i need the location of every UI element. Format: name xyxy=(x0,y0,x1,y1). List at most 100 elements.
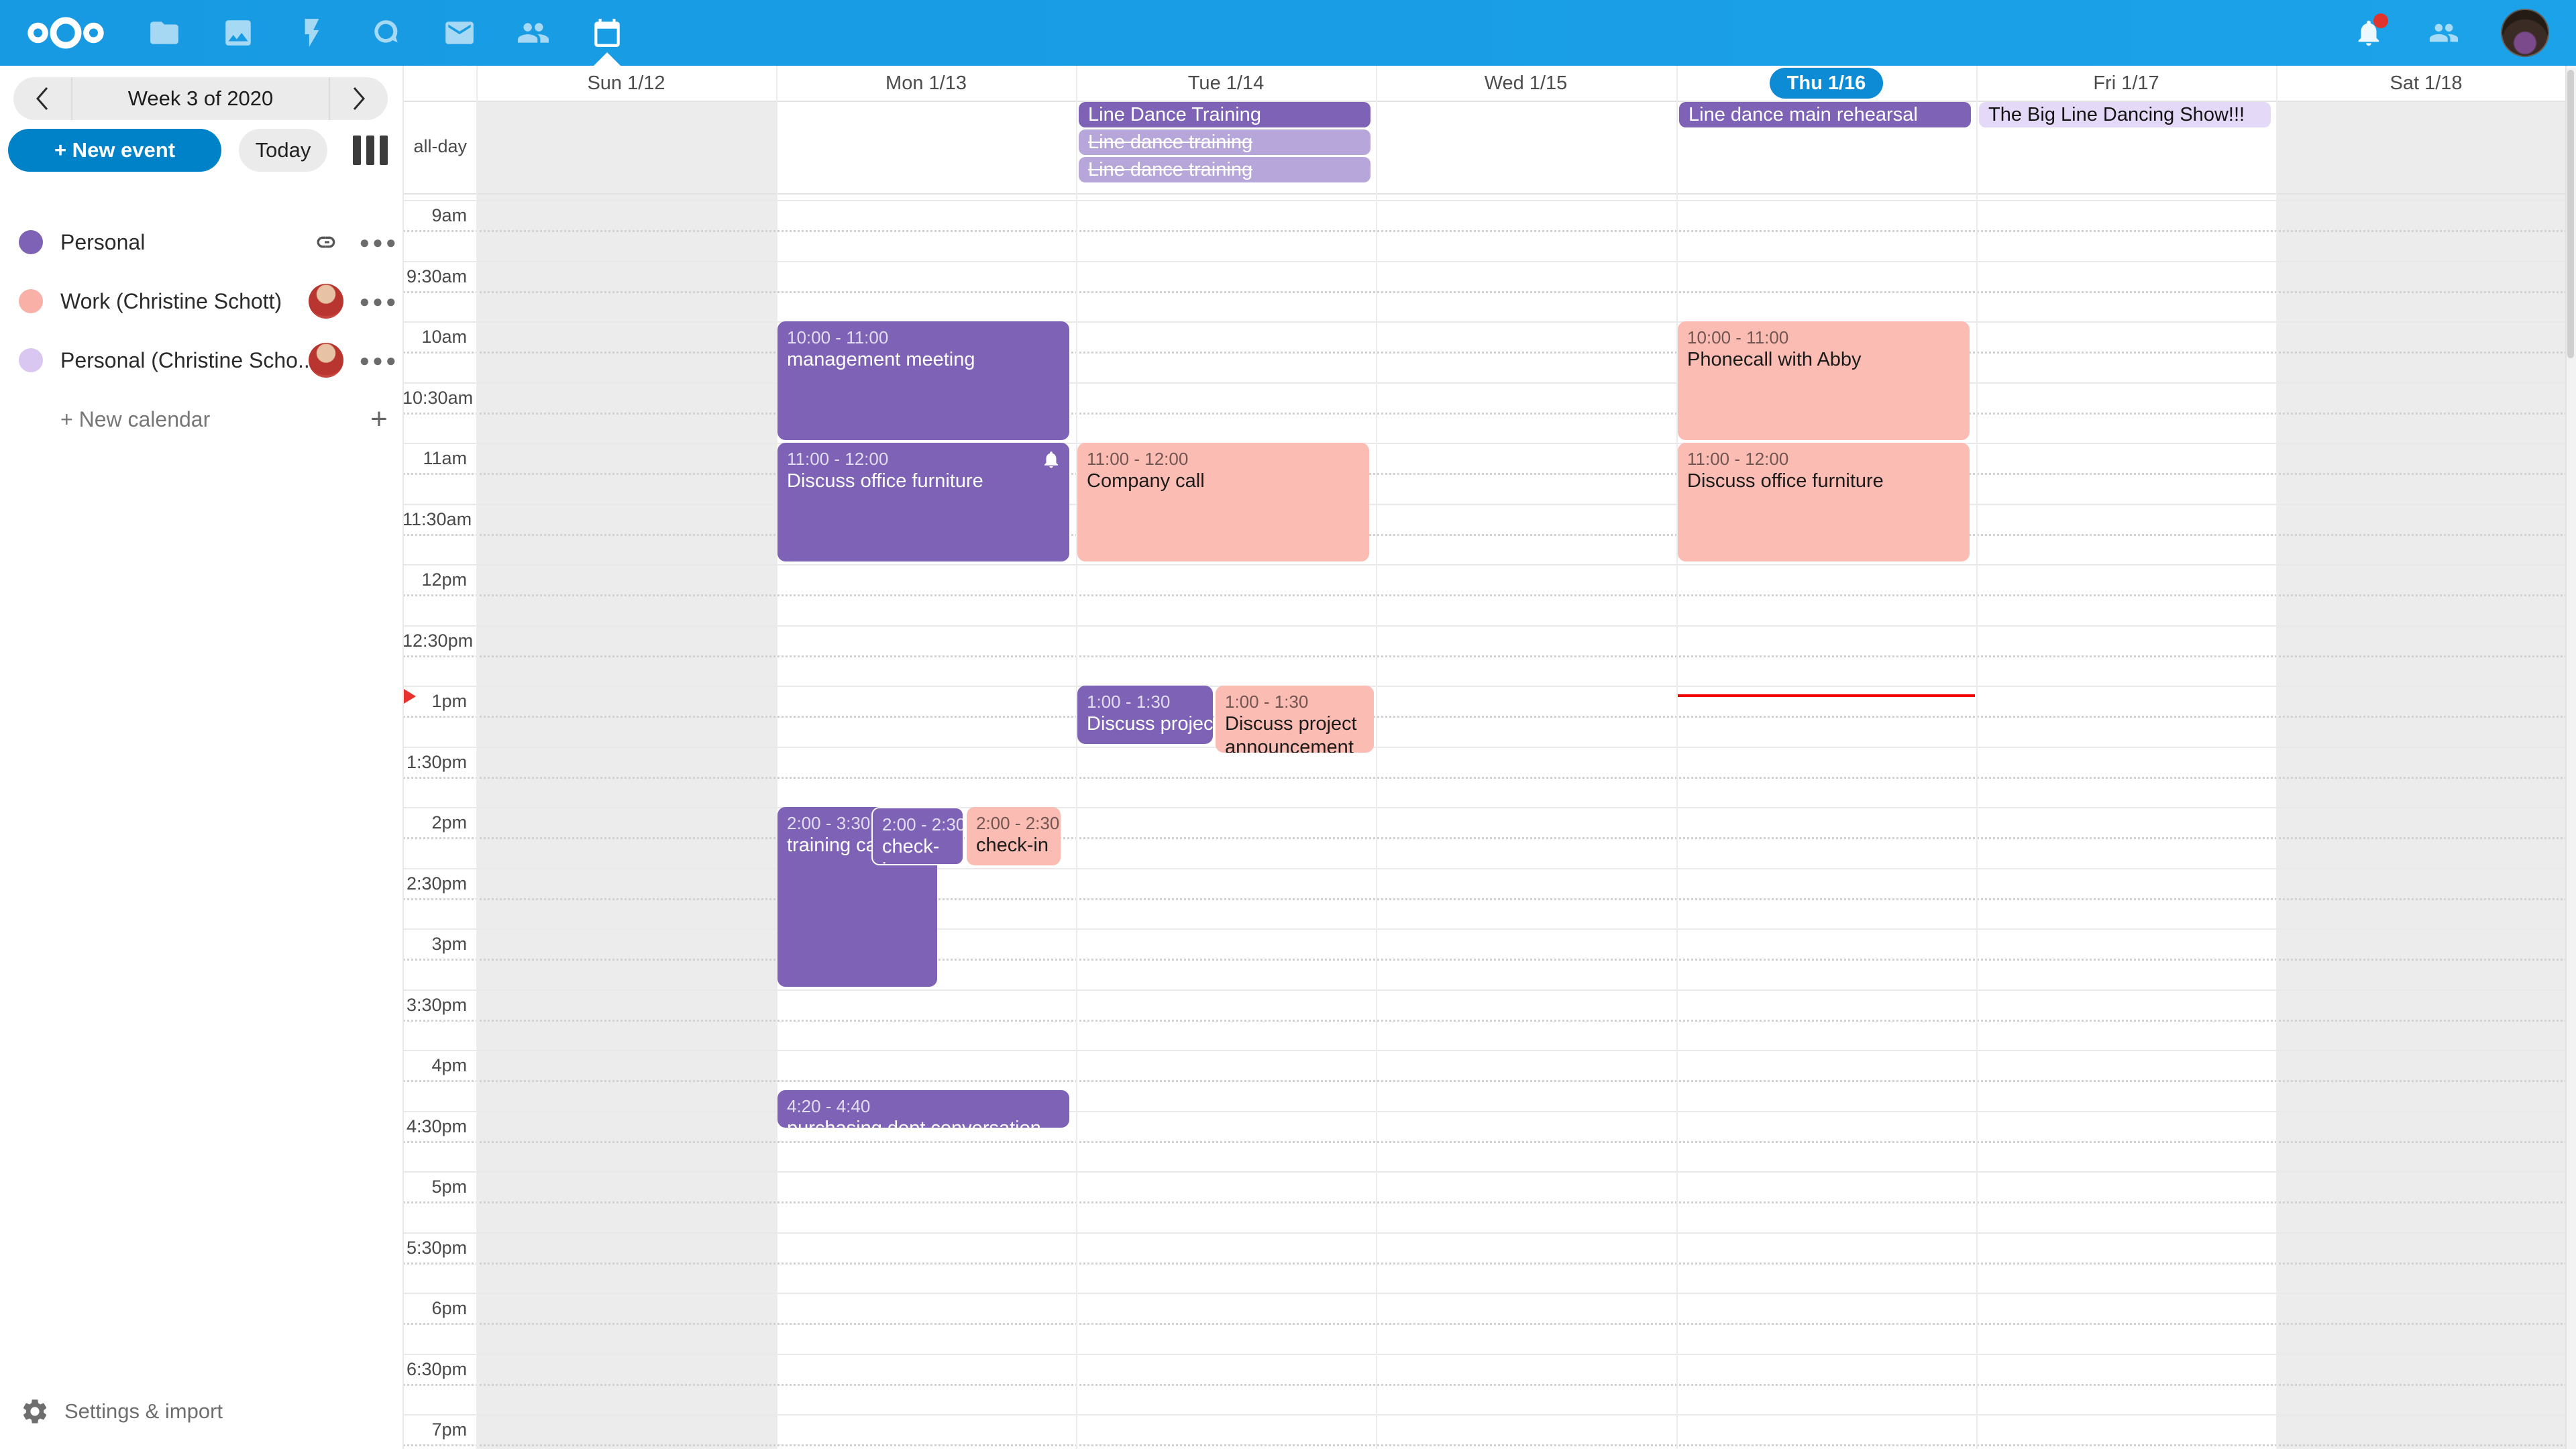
view-toggle-icon[interactable] xyxy=(353,136,388,165)
all-day-event[interactable]: Line dance training xyxy=(1079,157,1371,182)
event-title: purchasing dept conversation xyxy=(787,1117,1060,1128)
week-picker[interactable]: Week 3 of 2020 xyxy=(71,77,330,120)
day-column[interactable] xyxy=(1376,200,1676,1449)
time-label: 12:30pm xyxy=(402,631,474,651)
calendar-list-item[interactable]: Personal ●●● xyxy=(0,213,402,272)
mail-icon[interactable] xyxy=(441,15,478,51)
day-header-thu[interactable]: Thu 1/16 xyxy=(1676,66,1976,101)
column-divider xyxy=(776,66,777,1449)
event-title: Discuss office furniture xyxy=(787,470,983,492)
calendar-color-dot[interactable] xyxy=(19,289,43,313)
day-header-wed[interactable]: Wed 1/15 xyxy=(1484,72,1568,94)
all-day-event[interactable]: Line dance main rehearsal xyxy=(1679,102,1971,127)
time-label: 5pm xyxy=(431,1177,467,1197)
new-calendar-button[interactable]: + New calendar + xyxy=(0,390,402,449)
time-label: 10:30am xyxy=(402,388,474,408)
talk-icon[interactable] xyxy=(368,15,404,51)
event-purchasing-dept-conversation[interactable]: 4:20 - 4:40purchasing dept conversation xyxy=(777,1090,1069,1128)
quarterhour-line xyxy=(402,352,2576,354)
calendar-color-dot[interactable] xyxy=(19,348,43,372)
day-column[interactable] xyxy=(476,200,776,1449)
all-day-event[interactable]: Line Dance Training xyxy=(1079,102,1371,127)
event-management-meeting[interactable]: 10:00 - 11:00 management meeting xyxy=(777,321,1069,440)
halfhour-line xyxy=(402,321,2576,323)
files-icon[interactable] xyxy=(146,15,182,51)
event-discuss-office-furniture[interactable]: 11:00 - 12:00 Discuss office furniture xyxy=(1678,443,1970,561)
day-column[interactable] xyxy=(2276,200,2576,1449)
quarterhour-line xyxy=(402,291,2576,293)
new-event-button[interactable]: + New event xyxy=(8,129,221,172)
gear-icon xyxy=(23,1399,47,1424)
column-divider xyxy=(476,66,478,1449)
halfhour-line xyxy=(402,1354,2576,1355)
day-header-mon[interactable]: Mon 1/13 xyxy=(885,72,967,94)
event-title: Discuss project announcement xyxy=(1225,713,1357,753)
notifications-bell-icon[interactable] xyxy=(2351,13,2388,51)
activity-icon[interactable] xyxy=(294,15,330,51)
halfhour-line xyxy=(402,625,2576,627)
event-phonecall-with-abby[interactable]: 10:00 - 11:00 Phonecall with Abby xyxy=(1678,321,1970,440)
quarterhour-line xyxy=(402,777,2576,779)
day-header-tue[interactable]: Tue 1/14 xyxy=(1187,72,1265,94)
calendar-list-item[interactable]: Work (Christine Schott) ●●● xyxy=(0,272,402,331)
halfhour-line xyxy=(402,747,2576,748)
contacts-icon[interactable] xyxy=(515,15,551,51)
scrollbar-thumb[interactable] xyxy=(2567,70,2574,358)
photos-icon[interactable] xyxy=(220,15,256,51)
today-button[interactable]: Today xyxy=(239,129,327,172)
day-header-fri[interactable]: Fri 1/17 xyxy=(2093,72,2159,94)
share-link-icon[interactable] xyxy=(309,225,343,260)
halfhour-line xyxy=(402,1293,2576,1294)
next-week-button[interactable] xyxy=(330,77,388,120)
event-time: 11:00 - 12:00 xyxy=(787,449,889,469)
column-divider xyxy=(1376,66,1377,1449)
time-label: 12pm xyxy=(421,570,467,590)
column-divider xyxy=(1676,66,1678,1449)
today-pill: Thu 1/16 xyxy=(1769,68,1884,99)
event-title: check-in xyxy=(976,835,1049,856)
calendar-list-item[interactable]: Personal (Christine Scho... ●●● xyxy=(0,331,402,390)
notification-dot xyxy=(2373,13,2388,28)
quarterhour-line xyxy=(402,716,2576,718)
time-label: 6:30pm xyxy=(406,1359,467,1379)
event-title: Company call xyxy=(1087,470,1205,492)
calendar-actions-menu-icon[interactable]: ●●● xyxy=(359,290,399,311)
halfhour-line xyxy=(402,504,2576,505)
contacts-menu-icon[interactable] xyxy=(2426,15,2462,51)
event-discuss-office-furniture[interactable]: 11:00 - 12:00 Discuss office furniture xyxy=(777,443,1069,561)
halfhour-line xyxy=(402,1111,2576,1112)
time-label: 6pm xyxy=(431,1298,467,1318)
calendar-actions-menu-icon[interactable]: ●●● xyxy=(359,350,399,370)
calendar-actions-menu-icon[interactable]: ●●● xyxy=(359,231,399,252)
all-day-label: all-day xyxy=(413,136,467,156)
vertical-scrollbar[interactable] xyxy=(2565,66,2576,1449)
event-company-call[interactable]: 11:00 - 12:00 Company call xyxy=(1077,443,1369,561)
user-avatar[interactable] xyxy=(2501,9,2549,57)
all-day-event[interactable]: Line dance training xyxy=(1079,129,1371,155)
day-header-sun[interactable]: Sun 1/12 xyxy=(587,72,665,94)
time-label: 4:30pm xyxy=(406,1116,467,1136)
quarterhour-line xyxy=(402,413,2576,415)
event-time: 2:00 - 2:30 xyxy=(882,814,964,835)
settings-label: Settings & import xyxy=(64,1399,223,1423)
nextcloud-logo[interactable] xyxy=(25,13,106,53)
calendar-color-dot[interactable] xyxy=(19,230,43,254)
week-navigation: Week 3 of 2020 xyxy=(13,77,388,120)
plus-icon[interactable]: + xyxy=(370,402,388,435)
allday-divider xyxy=(402,193,2576,195)
day-column[interactable] xyxy=(1076,200,1376,1449)
settings-and-import[interactable]: Settings & import xyxy=(0,1391,402,1432)
previous-week-button[interactable] xyxy=(13,77,71,120)
calendar-owner-avatar xyxy=(309,343,343,378)
day-column[interactable] xyxy=(1976,200,2276,1449)
all-day-event[interactable]: The Big Line Dancing Show!!! xyxy=(1979,102,2271,127)
app-navigation xyxy=(146,15,625,66)
day-header-sat[interactable]: Sat 1/18 xyxy=(2390,72,2463,94)
time-label: 2pm xyxy=(431,812,467,833)
calendar-icon[interactable] xyxy=(589,15,625,66)
time-label: 3:30pm xyxy=(406,995,467,1015)
